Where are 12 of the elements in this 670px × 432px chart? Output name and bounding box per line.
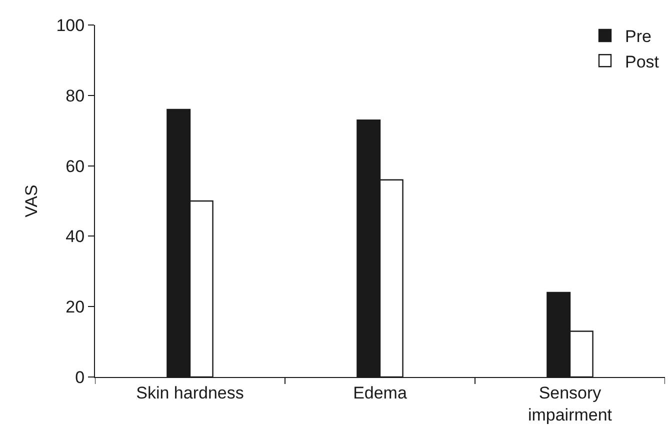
y-tick-label: 100 (56, 16, 85, 35)
x-tick-label: Skin hardness (136, 383, 244, 402)
y-tick-label: 0 (75, 368, 85, 387)
x-tick-label: Sensory impairment (528, 383, 612, 424)
x-tick-label: Edema (353, 383, 408, 402)
y-tick-label: 60 (66, 156, 85, 176)
y-axis-title: VAS (22, 184, 41, 218)
y-tick-label: 80 (66, 86, 85, 106)
y-tick-label: 40 (66, 227, 85, 246)
legend-label: Pre (625, 27, 652, 46)
legend-label: Post (625, 52, 660, 72)
y-tick-label: 20 (66, 298, 85, 317)
